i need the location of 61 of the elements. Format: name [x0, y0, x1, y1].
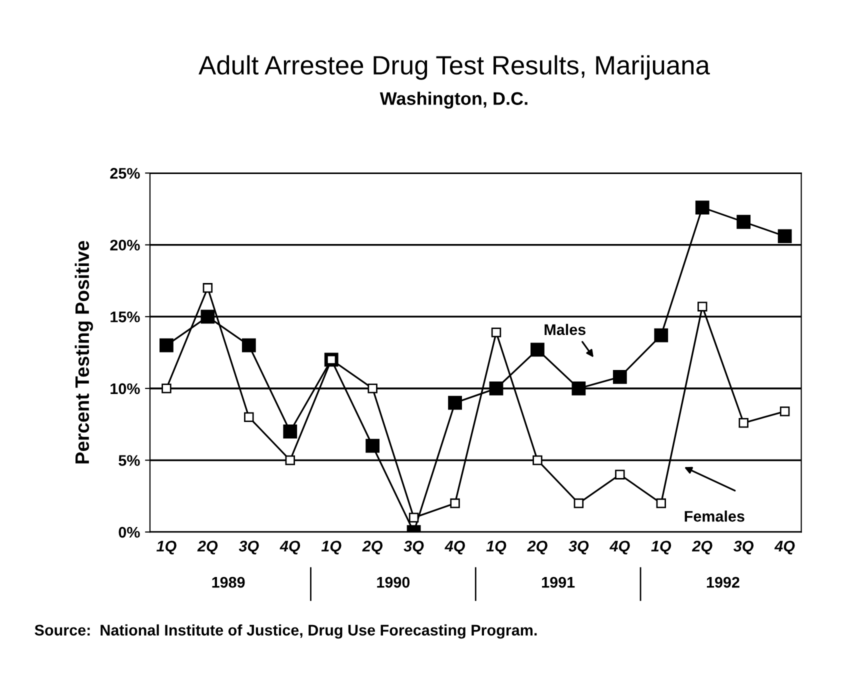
y-tick-label: 10% — [110, 383, 140, 394]
y-tick-label: 5% — [118, 455, 140, 466]
point — [200, 310, 215, 324]
point — [202, 283, 213, 293]
point — [572, 381, 586, 396]
text: 1991 — [542, 576, 575, 588]
x-tick-label: 4Q — [280, 540, 300, 554]
point — [656, 498, 666, 508]
x-tick-label: 3Q — [734, 540, 754, 554]
x-tick-label: 1Q — [321, 540, 342, 554]
x-tick-label: 1Q — [156, 540, 176, 554]
series-label: Males — [544, 324, 586, 336]
series-label: Females — [684, 510, 744, 522]
x-tick-label: 2Q — [692, 540, 712, 554]
x-tick-label: 3Q — [404, 540, 424, 554]
point — [162, 384, 172, 394]
text: 1992 — [706, 576, 740, 588]
point — [283, 424, 298, 438]
chart-title: Adult Arrestee Drug Test Results, Marijuana — [198, 55, 710, 80]
x-tick-label: 3Q — [238, 540, 259, 554]
y-tick-label: 15% — [110, 312, 140, 322]
x-tick-label: 4Q — [444, 540, 465, 554]
point — [491, 328, 502, 338]
point — [695, 200, 710, 214]
x-tick-label: 2Q — [527, 540, 548, 554]
point — [738, 418, 748, 428]
point — [285, 455, 295, 466]
point — [736, 214, 751, 229]
point — [448, 396, 462, 410]
x-tick-label: 4Q — [609, 540, 630, 554]
point — [408, 512, 419, 523]
point — [450, 498, 460, 508]
text: 1989 — [212, 576, 245, 588]
chart-subtitle: Washington, D.C. — [380, 92, 528, 109]
point — [244, 412, 254, 422]
point — [532, 455, 542, 466]
point — [160, 338, 174, 352]
point — [489, 381, 504, 396]
y-axis-title: Percent Testing Positive — [74, 240, 94, 464]
point — [698, 302, 708, 312]
point — [778, 229, 792, 244]
point — [574, 498, 584, 508]
x-tick-label: 3Q — [568, 540, 589, 554]
y-tick-label: 20% — [110, 240, 140, 251]
point — [530, 342, 544, 357]
point — [368, 384, 378, 394]
point — [615, 470, 625, 480]
x-tick-label: 2Q — [362, 540, 383, 554]
x-tick-label: 1Q — [486, 540, 506, 554]
point — [366, 438, 380, 453]
text: 1990 — [377, 576, 410, 588]
x-tick-label: 2Q — [197, 540, 218, 554]
x-tick-label: 1Q — [651, 540, 672, 554]
point — [654, 328, 668, 342]
point — [612, 370, 627, 384]
source-note: Source: National Institute of Justice, Drug Use Forecasting Program. — [34, 624, 537, 639]
point — [242, 338, 256, 352]
x-tick-label: 4Q — [774, 540, 795, 554]
point — [780, 406, 790, 416]
y-tick-label: 25% — [110, 168, 140, 179]
y-tick-label: 0% — [118, 526, 140, 538]
